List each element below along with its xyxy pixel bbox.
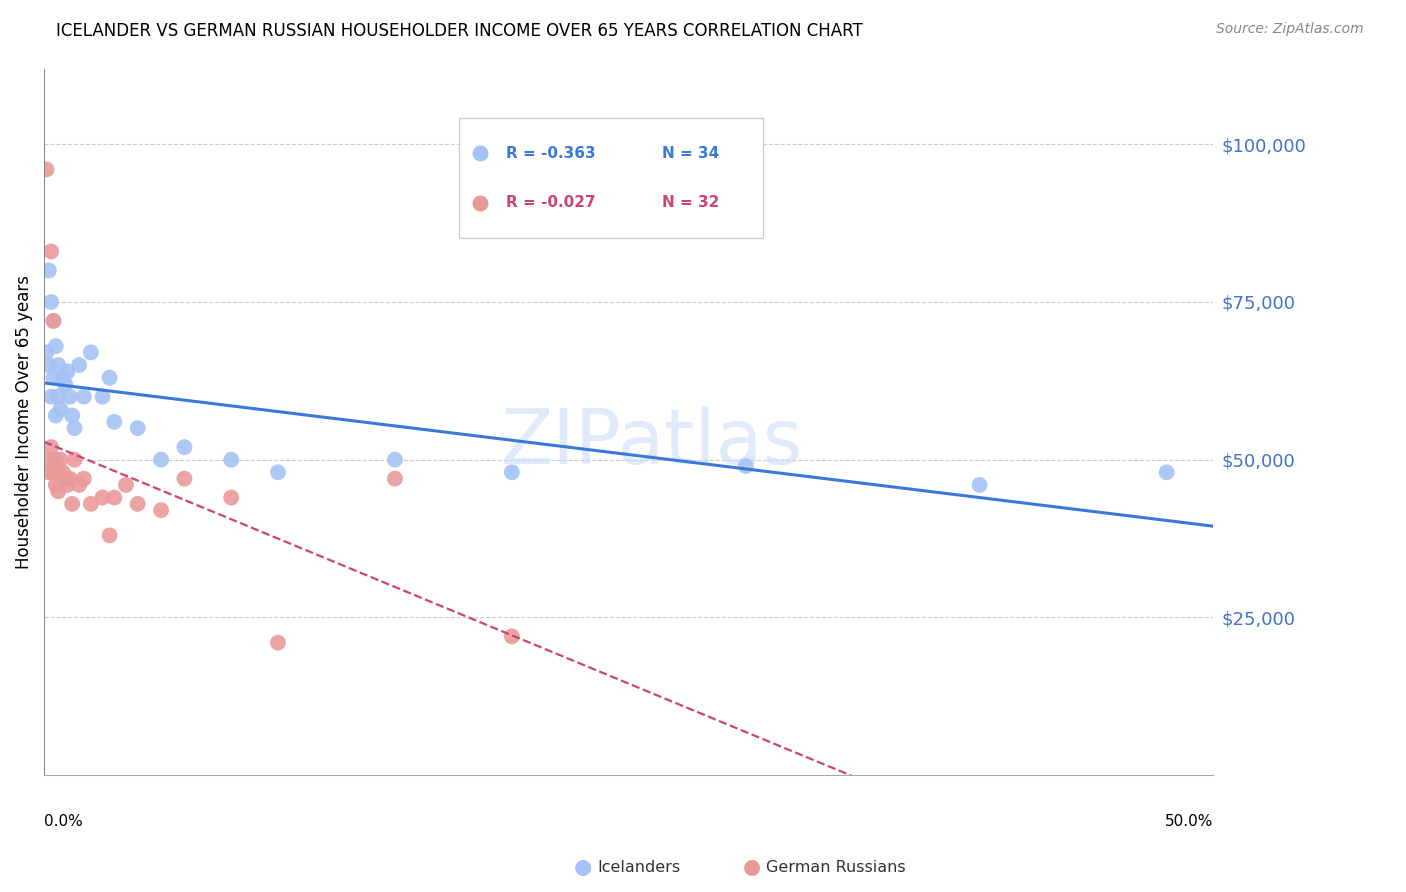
Point bbox=[173, 472, 195, 486]
Point bbox=[39, 244, 62, 259]
Point bbox=[42, 370, 65, 384]
Point bbox=[46, 390, 69, 404]
Point bbox=[46, 358, 69, 372]
Point bbox=[67, 358, 90, 372]
Point bbox=[42, 314, 65, 328]
Point bbox=[98, 370, 121, 384]
Text: ICELANDER VS GERMAN RUSSIAN HOUSEHOLDER INCOME OVER 65 YEARS CORRELATION CHART: ICELANDER VS GERMAN RUSSIAN HOUSEHOLDER … bbox=[56, 22, 863, 40]
Point bbox=[219, 452, 242, 467]
Point bbox=[384, 452, 406, 467]
Point bbox=[60, 409, 83, 423]
Point bbox=[38, 452, 60, 467]
Point bbox=[63, 452, 86, 467]
Point bbox=[39, 440, 62, 454]
Point bbox=[45, 409, 67, 423]
Text: Icelanders: Icelanders bbox=[598, 860, 681, 874]
Point bbox=[46, 484, 69, 499]
Text: N = 32: N = 32 bbox=[661, 195, 718, 211]
Point bbox=[67, 478, 90, 492]
Text: Source: ZipAtlas.com: Source: ZipAtlas.com bbox=[1216, 22, 1364, 37]
FancyBboxPatch shape bbox=[460, 118, 763, 238]
Text: ●: ● bbox=[575, 857, 592, 877]
Point bbox=[150, 503, 173, 517]
Text: N = 34: N = 34 bbox=[661, 145, 718, 161]
Point bbox=[267, 635, 290, 649]
Text: 0.0%: 0.0% bbox=[44, 814, 83, 829]
Point bbox=[59, 472, 82, 486]
Point bbox=[103, 491, 125, 505]
Point bbox=[267, 466, 290, 480]
Point bbox=[45, 339, 67, 353]
Point bbox=[56, 364, 79, 378]
Point bbox=[52, 370, 75, 384]
Point bbox=[73, 472, 96, 486]
Point bbox=[53, 376, 76, 391]
Text: 50.0%: 50.0% bbox=[1166, 814, 1213, 829]
Point bbox=[46, 466, 69, 480]
Point bbox=[35, 162, 58, 177]
Point bbox=[1156, 466, 1178, 480]
Text: R = -0.027: R = -0.027 bbox=[506, 195, 596, 211]
Point bbox=[39, 390, 62, 404]
Point bbox=[73, 390, 96, 404]
Point bbox=[35, 345, 58, 359]
Text: ZIPatlas: ZIPatlas bbox=[501, 406, 803, 480]
Point bbox=[60, 497, 83, 511]
Text: R = -0.363: R = -0.363 bbox=[506, 145, 596, 161]
Point bbox=[42, 314, 65, 328]
Point bbox=[91, 390, 114, 404]
Point bbox=[39, 295, 62, 310]
Point bbox=[127, 421, 149, 435]
Y-axis label: Householder Income Over 65 years: Householder Income Over 65 years bbox=[15, 275, 32, 569]
Point bbox=[905, 768, 928, 782]
Point bbox=[38, 263, 60, 277]
Point bbox=[45, 452, 67, 467]
Point bbox=[45, 478, 67, 492]
Text: German Russians: German Russians bbox=[766, 860, 905, 874]
Point bbox=[59, 390, 82, 404]
Point bbox=[52, 466, 75, 480]
Point bbox=[53, 472, 76, 486]
Point bbox=[49, 452, 72, 467]
Point bbox=[49, 402, 72, 417]
Point bbox=[384, 472, 406, 486]
Point bbox=[127, 497, 149, 511]
Point bbox=[38, 466, 60, 480]
Point bbox=[98, 528, 121, 542]
Point bbox=[80, 345, 103, 359]
Point bbox=[91, 491, 114, 505]
Point bbox=[63, 421, 86, 435]
Point bbox=[905, 768, 928, 782]
Point bbox=[969, 478, 991, 492]
Text: ●: ● bbox=[744, 857, 761, 877]
Point bbox=[173, 440, 195, 454]
Point bbox=[38, 358, 60, 372]
Point bbox=[501, 629, 523, 643]
Point bbox=[501, 466, 523, 480]
Point bbox=[56, 478, 79, 492]
Point bbox=[42, 466, 65, 480]
Point bbox=[103, 415, 125, 429]
Point bbox=[150, 452, 173, 467]
Point bbox=[219, 491, 242, 505]
Point bbox=[115, 478, 138, 492]
Point bbox=[734, 458, 756, 473]
Point bbox=[80, 497, 103, 511]
